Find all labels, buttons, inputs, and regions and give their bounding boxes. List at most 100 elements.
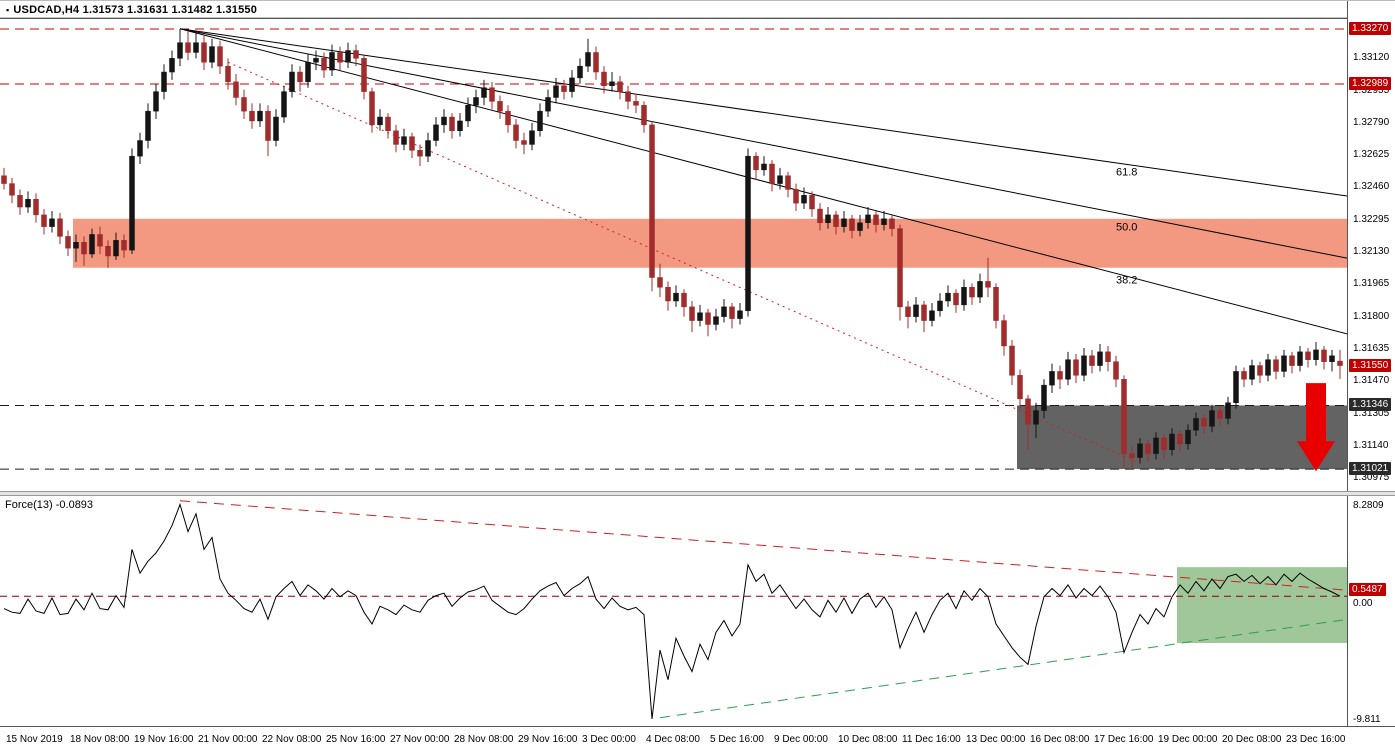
chart-title: ▪ USDCAD,H4 1.31573 1.31631 1.31482 1.315… xyxy=(6,4,257,16)
candle-bear xyxy=(1161,437,1167,450)
candle-bear xyxy=(417,150,423,157)
candle-bear xyxy=(217,46,223,67)
candle-bear xyxy=(793,189,799,204)
candle-bear xyxy=(665,287,671,302)
candle-bear xyxy=(1017,375,1023,400)
time-axis-label: 15 Nov 2019 xyxy=(6,734,63,745)
candle-bear xyxy=(705,312,711,325)
price-panel[interactable]: 61.8 50.0 38.2 xyxy=(0,1,1347,491)
candle-bear xyxy=(337,52,343,63)
price-chart-canvas[interactable]: 61.8 50.0 38.2 xyxy=(0,1,1347,491)
candle-bull xyxy=(697,312,703,321)
candle-bull xyxy=(937,300,943,312)
candle-bear xyxy=(969,287,975,298)
force-indicator-axis[interactable]: 8.2809 0.00 -9.811 0.5487 xyxy=(1347,496,1395,726)
force-index-canvas[interactable] xyxy=(0,496,1347,726)
candle-bear xyxy=(409,136,415,151)
candle-bull xyxy=(1313,349,1319,360)
candle-bull xyxy=(1065,359,1071,380)
time-axis-label: 5 Dec 16:00 xyxy=(710,734,764,745)
candle-bear xyxy=(265,110,271,141)
chart-title-text: USDCAD,H4 1.31573 1.31631 1.31482 1.3155… xyxy=(13,4,258,16)
candle-bull xyxy=(1097,351,1103,366)
candle-bull xyxy=(209,46,215,63)
candle-bear xyxy=(785,175,791,190)
time-axis-label: 27 Nov 00:00 xyxy=(390,734,450,745)
price-tick-label: 1.32955 xyxy=(1353,84,1390,96)
candle-bull xyxy=(761,163,767,171)
price-tick-label: 1.32130 xyxy=(1353,246,1390,258)
candle-bear xyxy=(625,91,631,102)
candle-bull xyxy=(609,81,615,86)
candle-bull xyxy=(1329,355,1335,362)
force-indicator-panel[interactable] xyxy=(0,496,1347,726)
candle-bear xyxy=(873,214,879,225)
time-axis-label: 13 Dec 00:00 xyxy=(966,734,1026,745)
candle-bull xyxy=(1249,365,1255,380)
candle-bear xyxy=(993,287,999,321)
candle-bear xyxy=(81,242,87,255)
candle-bear xyxy=(681,292,687,308)
candle-bear xyxy=(1113,361,1119,380)
sell-arrow-icon xyxy=(1297,383,1335,472)
candle-bear xyxy=(617,81,623,92)
candle-bear xyxy=(385,116,391,131)
time-axis-label: 29 Nov 16:00 xyxy=(518,734,578,745)
force-value-badge: 0.5487 xyxy=(1349,583,1386,597)
candle-bull xyxy=(569,77,575,92)
price-level-badge: 1.32989 xyxy=(1349,76,1392,90)
price-tick-label: 1.30975 xyxy=(1353,472,1390,484)
candle-bull xyxy=(401,136,407,145)
candle-bear xyxy=(321,58,327,71)
candle-bull xyxy=(1049,371,1055,386)
candle-bull xyxy=(313,58,319,63)
candle-bear xyxy=(1337,360,1343,366)
candle-bull xyxy=(425,140,431,157)
candle-bear xyxy=(249,110,255,122)
trendline xyxy=(179,28,1347,197)
candle-bear xyxy=(905,306,911,317)
time-axis-label: 25 Nov 16:00 xyxy=(326,734,386,745)
candle-bull xyxy=(529,130,535,145)
candle-bull xyxy=(281,91,287,118)
time-axis-label: 20 Dec 08:00 xyxy=(1222,734,1282,745)
candle-bear xyxy=(649,124,655,278)
candle-bull xyxy=(737,310,743,319)
candle-bear xyxy=(849,218,855,231)
trendline xyxy=(227,61,1141,464)
candle-bull xyxy=(145,110,151,141)
candle-bull xyxy=(153,91,159,112)
candle-bull xyxy=(481,87,487,98)
candle-bear xyxy=(1105,351,1111,362)
candle-bear xyxy=(769,163,775,184)
candle-bull xyxy=(113,240,119,257)
candle-bear xyxy=(561,85,567,92)
candle-bull xyxy=(73,242,79,249)
candle-bull xyxy=(1041,384,1047,411)
price-axis[interactable]: 1.33120 1.32955 1.32790 1.32625 1.32460 1.322… xyxy=(1347,1,1395,491)
candle-bull xyxy=(961,287,967,306)
candle-bull xyxy=(1265,359,1271,376)
candle-bear xyxy=(201,42,207,63)
candle-bear xyxy=(641,105,647,126)
candle-bear xyxy=(1025,398,1031,425)
candle-bear xyxy=(1145,443,1151,454)
candle-bear xyxy=(241,97,247,112)
candle-bear xyxy=(689,306,695,321)
time-axis-label: 10 Dec 08:00 xyxy=(838,734,898,745)
candle-bull xyxy=(329,52,335,71)
candle-bear xyxy=(1257,365,1263,376)
candle-bull xyxy=(289,71,295,92)
price-level-badge: 1.31550 xyxy=(1349,358,1392,372)
candle-bull xyxy=(473,97,479,106)
candle-bull xyxy=(1137,443,1143,458)
time-axis[interactable]: 15 Nov 2019 18 Nov 08:00 19 Nov 16:00 21 No… xyxy=(0,726,1395,754)
time-axis-label: 16 Dec 08:00 xyxy=(1030,734,1090,745)
candle-bear xyxy=(1009,345,1015,376)
candle-bull xyxy=(1297,351,1303,366)
candle-bull xyxy=(345,50,351,63)
time-axis-label: 23 Dec 16:00 xyxy=(1286,734,1346,745)
candle-bull xyxy=(25,198,31,208)
trendline xyxy=(179,28,1347,259)
panel-separator[interactable] xyxy=(0,491,1395,496)
